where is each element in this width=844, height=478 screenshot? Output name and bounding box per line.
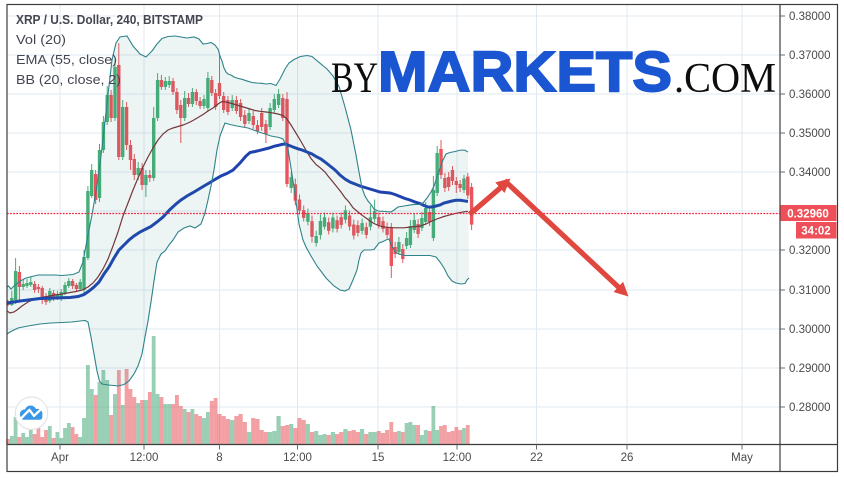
svg-text:26: 26 bbox=[621, 452, 634, 464]
svg-text:15: 15 bbox=[372, 452, 385, 464]
svg-text:BB (20, close, 2): BB (20, close, 2) bbox=[16, 72, 121, 87]
svg-text:EMA (55, close): EMA (55, close) bbox=[16, 52, 117, 67]
svg-text:0.36000: 0.36000 bbox=[789, 89, 831, 101]
svg-text:0.38000: 0.38000 bbox=[789, 11, 831, 23]
svg-text:0.37000: 0.37000 bbox=[789, 50, 831, 62]
svg-text:22: 22 bbox=[530, 452, 543, 464]
svg-text:0.31000: 0.31000 bbox=[789, 285, 831, 297]
svg-text:XRP / U.S. Dollar, 240, BITSTA: XRP / U.S. Dollar, 240, BITSTAMP bbox=[16, 12, 203, 27]
svg-text:MARKETS: MARKETS bbox=[378, 40, 672, 104]
svg-text:0.29000: 0.29000 bbox=[789, 363, 831, 375]
svg-text:12:00: 12:00 bbox=[283, 452, 312, 464]
svg-text:0.35000: 0.35000 bbox=[789, 128, 831, 140]
svg-text:Vol (20): Vol (20) bbox=[16, 32, 66, 47]
svg-text:12:00: 12:00 bbox=[443, 452, 472, 464]
svg-text:8: 8 bbox=[216, 452, 222, 464]
svg-text:0.32000: 0.32000 bbox=[789, 245, 831, 257]
svg-text:34:02: 34:02 bbox=[801, 226, 830, 238]
svg-text:12:00: 12:00 bbox=[130, 452, 159, 464]
svg-text:Apr: Apr bbox=[51, 452, 69, 464]
svg-text:May: May bbox=[731, 452, 753, 464]
svg-text:0.28000: 0.28000 bbox=[789, 402, 831, 414]
svg-text:.COM: .COM bbox=[674, 56, 776, 102]
svg-text:0.30000: 0.30000 bbox=[789, 324, 831, 336]
svg-text:0.32960: 0.32960 bbox=[787, 209, 829, 221]
svg-text:0.34000: 0.34000 bbox=[789, 167, 831, 179]
svg-text:BY: BY bbox=[331, 55, 378, 102]
